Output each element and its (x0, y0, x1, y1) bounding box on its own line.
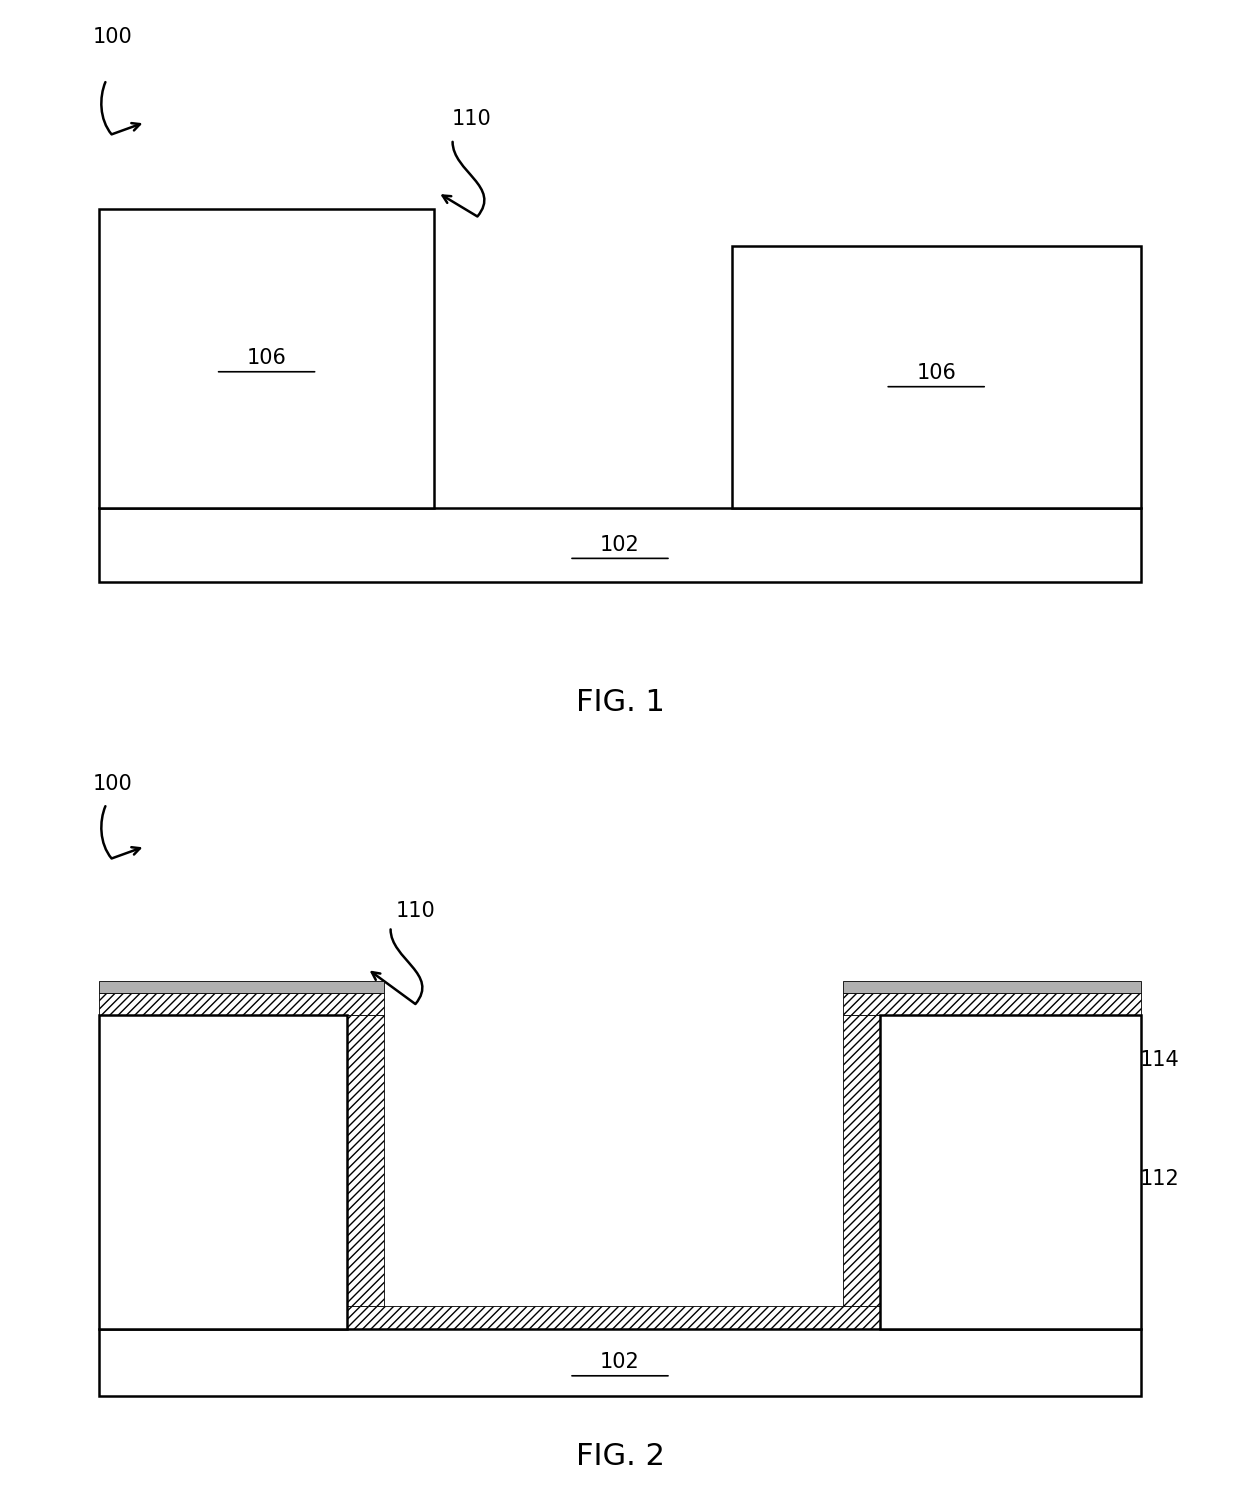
Text: 106: 106 (916, 363, 956, 384)
FancyArrowPatch shape (102, 82, 140, 134)
Bar (99, 1329, 1141, 1396)
FancyArrowPatch shape (102, 806, 140, 858)
Text: 102: 102 (600, 1353, 640, 1372)
Bar (99, 508, 1141, 582)
Bar (347, 1015, 384, 1306)
Bar (99, 209, 434, 508)
Text: 106: 106 (991, 1184, 1030, 1205)
Bar (99, 981, 384, 993)
Text: 110: 110 (451, 109, 491, 130)
Bar (347, 1306, 880, 1329)
Bar (732, 246, 1141, 508)
Text: FIG. 1: FIG. 1 (575, 688, 665, 717)
Bar (843, 1015, 880, 1306)
Text: 110: 110 (396, 900, 435, 921)
Text: 106: 106 (247, 348, 286, 369)
Bar (99, 1015, 347, 1329)
Bar (843, 993, 1141, 1015)
Text: 114: 114 (1140, 1050, 1179, 1070)
Text: 100: 100 (93, 773, 133, 794)
Text: 112: 112 (1140, 1169, 1179, 1190)
Text: 102: 102 (600, 534, 640, 555)
FancyArrowPatch shape (372, 929, 423, 1003)
Bar (99, 993, 384, 1015)
Bar (880, 1015, 1141, 1329)
FancyArrowPatch shape (443, 142, 485, 216)
Bar (843, 981, 1141, 993)
Text: FIG. 2: FIG. 2 (575, 1442, 665, 1471)
Text: 106: 106 (203, 1184, 243, 1205)
Text: 100: 100 (93, 27, 133, 48)
